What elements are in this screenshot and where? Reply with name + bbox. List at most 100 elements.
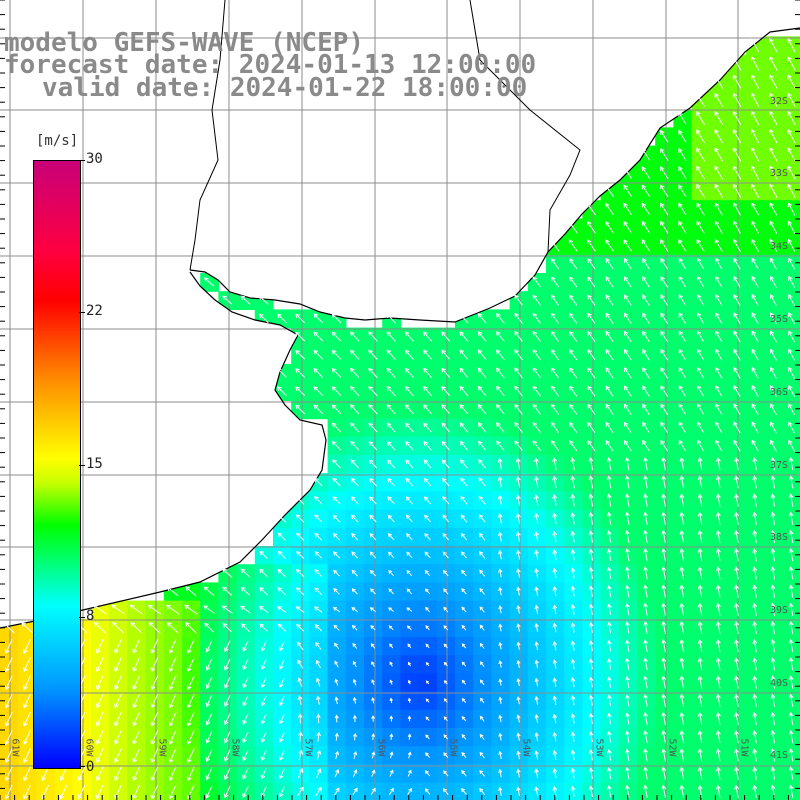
wind-arrow — [608, 786, 612, 798]
wind-arrow-head — [534, 732, 539, 737]
wind-arrow-head — [606, 585, 612, 590]
wind-arrow-head — [570, 767, 576, 773]
wind-arrow-head — [715, 784, 721, 790]
wind-arrow-head — [697, 675, 703, 681]
wind-arrow-head — [588, 530, 594, 536]
wind-arrow-head — [787, 110, 792, 116]
wind-arrow-head — [96, 648, 101, 654]
wind-arrow-head — [332, 532, 338, 538]
wind-arrow-head — [260, 683, 266, 689]
wind-arrow — [697, 403, 705, 416]
wind-arrow — [423, 441, 432, 451]
wind-arrow — [553, 732, 557, 742]
wind-arrow — [699, 476, 703, 489]
wind-arrow — [499, 569, 502, 578]
wind-arrow — [499, 458, 502, 470]
wind-arrow-head — [696, 165, 701, 171]
wind-arrow — [753, 639, 757, 653]
wind-arrow — [699, 530, 703, 544]
wind-arrows — [3, 38, 796, 800]
wind-arrow-head — [132, 685, 137, 691]
wind-arrow — [605, 385, 614, 397]
wind-arrow — [423, 422, 432, 433]
wind-arrow-head — [606, 511, 612, 517]
wind-arrow-head — [516, 549, 521, 555]
wind-arrow-head — [59, 794, 65, 800]
wind-arrow — [241, 623, 251, 633]
wind-arrow — [735, 476, 739, 489]
wind-arrow — [715, 422, 723, 434]
wind-arrow — [696, 129, 706, 144]
wind-arrow-head — [224, 702, 229, 707]
wind-arrow — [499, 550, 502, 560]
wind-arrow-head — [406, 569, 411, 574]
colorbar-tick-line — [79, 160, 85, 161]
wind-arrow — [78, 784, 86, 799]
wind-arrow-head — [678, 348, 684, 354]
wind-arrow-head — [733, 202, 738, 208]
wind-arrow-head — [714, 202, 720, 208]
wind-arrow — [590, 659, 593, 670]
wind-arrow-head — [606, 658, 612, 664]
wind-arrow — [732, 147, 742, 162]
wind-arrow — [406, 570, 413, 577]
wind-arrow — [569, 404, 578, 415]
wind-arrow-head — [442, 496, 447, 501]
wind-arrow — [332, 404, 342, 415]
wind-arrow — [313, 386, 324, 397]
wind-arrow — [370, 625, 376, 631]
wind-arrow-head — [514, 331, 519, 336]
wind-arrow — [23, 657, 31, 672]
wind-arrow-head — [588, 603, 594, 609]
wind-arrow — [660, 258, 669, 270]
wind-arrow-head — [351, 514, 356, 520]
wind-arrow-head — [679, 693, 685, 699]
wind-arrow-head — [404, 331, 410, 337]
wind-arrow — [298, 696, 302, 706]
wind-arrow-head — [442, 788, 447, 793]
wind-arrow — [351, 607, 358, 613]
wind-arrow-head — [221, 605, 227, 611]
wind-arrow — [660, 130, 669, 143]
wind-arrow — [314, 569, 323, 578]
wind-arrow — [589, 476, 594, 489]
wind-arrow — [5, 748, 13, 763]
wind-arrow-head — [516, 786, 521, 792]
wind-arrow — [112, 622, 125, 634]
wind-arrow-head — [260, 646, 266, 652]
wind-arrow — [715, 294, 723, 306]
wind-arrow — [423, 349, 433, 360]
wind-arrow — [587, 203, 596, 216]
wind-arrow — [132, 748, 141, 763]
wind-arrow — [699, 712, 703, 726]
wind-arrow-head — [534, 768, 539, 773]
wind-arrow-head — [224, 720, 229, 726]
wind-arrow-head — [516, 531, 521, 537]
wind-arrow-head — [642, 294, 647, 300]
wind-arrow — [478, 496, 486, 505]
wind-arrow — [350, 459, 359, 469]
wind-arrow-head — [788, 730, 794, 735]
wind-arrow — [662, 548, 666, 562]
wind-arrow — [660, 367, 669, 379]
wind-arrow-head — [715, 511, 721, 517]
wind-arrow-head — [769, 147, 774, 153]
wind-arrow — [608, 640, 612, 652]
wind-arrow-head — [661, 620, 667, 626]
wind-arrow — [642, 313, 650, 324]
wind-arrow-head — [532, 312, 538, 318]
wind-arrow — [751, 75, 760, 89]
wind-arrow — [259, 623, 269, 632]
wind-arrow — [459, 422, 469, 433]
wind-arrow — [735, 548, 739, 562]
wind-arrow — [517, 513, 521, 524]
wind-arrow-head — [278, 774, 284, 780]
wind-arrow-head — [278, 792, 284, 798]
wind-arrow — [751, 38, 760, 53]
wind-arrow — [626, 549, 630, 562]
wind-arrow — [733, 276, 741, 288]
wind-arrow-head — [461, 643, 466, 647]
wind-arrow — [114, 675, 122, 690]
wind-arrow-head — [205, 684, 211, 689]
wind-arrow — [514, 331, 523, 342]
